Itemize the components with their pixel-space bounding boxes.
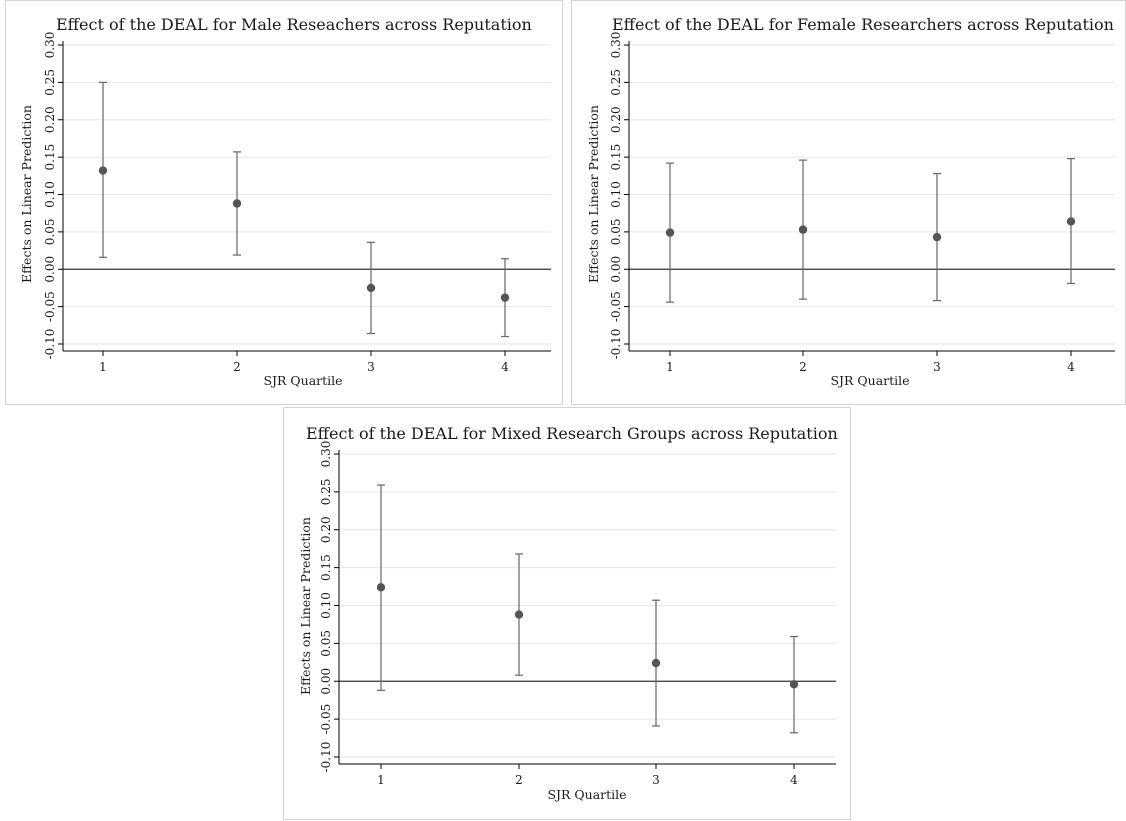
chart-male: Effect of the DEAL for Male Reseachers a… [19,15,551,388]
y-tick-label: 0.10 [609,181,623,208]
y-tick-label: 0.30 [319,441,333,468]
y-tick-label: 0.05 [609,219,623,246]
point-estimate [376,583,386,592]
x-tick-label: 2 [233,360,241,374]
x-tick-label: 4 [501,360,509,374]
y-tick-label: 0.10 [43,181,57,208]
point-estimate [1066,217,1076,226]
y-tick-label: -0.05 [319,704,333,735]
x-tick-label: 4 [1067,360,1075,374]
x-tick-label: 1 [666,360,674,374]
y-tick-label: -0.10 [609,329,623,360]
y-tick-label: 0.05 [319,630,333,657]
y-tick-label: 0.10 [319,592,333,619]
y-tick-label: 0.15 [43,144,57,171]
point-estimate [651,658,661,668]
x-axis-label: SJR Quartile [830,373,909,388]
x-axis-label: SJR Quartile [547,787,626,802]
x-tick-label: 2 [515,773,523,787]
chart-title: Effect of the DEAL for Mixed Research Gr… [306,424,838,443]
x-tick-label: 3 [652,773,660,787]
x-tick-label: 1 [377,773,385,787]
y-axis-label: Effects on Linear Prediction [19,105,34,283]
point-estimate [932,232,942,242]
chart-title: Effect of the DEAL for Female Researcher… [612,15,1114,34]
y-tick-label: -0.10 [319,742,333,773]
point-estimate [98,166,108,175]
x-tick-label: 3 [367,360,375,374]
y-tick-label: 0.25 [319,479,333,506]
y-tick-label: 0.00 [43,256,57,283]
chart-title: Effect of the DEAL for Male Reseachers a… [56,15,532,34]
x-tick-label: 1 [99,360,107,374]
y-tick-label: 0.05 [43,219,57,246]
y-tick-label: -0.10 [43,329,57,360]
y-axis-label: Effects on Linear Prediction [586,105,601,283]
y-tick-label: 0.20 [319,516,333,543]
x-tick-label: 4 [790,773,798,787]
point-estimate [789,680,799,689]
point-estimate [798,225,808,234]
y-tick-label: 0.15 [609,144,623,171]
y-tick-label: 0.20 [43,106,57,133]
chart-panel-male: Effect of the DEAL for Male Reseachers a… [5,0,563,405]
point-estimate [500,293,510,302]
y-tick-label: -0.05 [609,291,623,322]
y-tick-label: 0.25 [43,69,57,96]
chart-panel-mixed: Effect of the DEAL for Mixed Research Gr… [283,407,851,820]
chart-mixed: Effect of the DEAL for Mixed Research Gr… [298,424,838,802]
y-tick-label: 0.00 [609,256,623,283]
point-estimate [665,228,675,237]
y-tick-label: 0.30 [43,32,57,59]
chart-panel-female: Effect of the DEAL for Female Researcher… [571,0,1126,405]
point-estimate [366,283,376,293]
x-tick-label: 3 [933,360,941,374]
y-tick-label: 0.30 [609,32,623,59]
y-tick-label: 0.00 [319,668,333,695]
point-estimate [514,610,524,619]
y-tick-label: 0.15 [319,554,333,581]
x-tick-label: 2 [799,360,807,374]
chart-female: Effect of the DEAL for Female Researcher… [586,15,1115,388]
y-axis-label: Effects on Linear Prediction [298,517,313,695]
x-axis-label: SJR Quartile [263,373,342,388]
y-tick-label: 0.20 [609,106,623,133]
y-tick-label: -0.05 [43,291,57,322]
point-estimate [232,199,242,208]
y-tick-label: 0.25 [609,69,623,96]
